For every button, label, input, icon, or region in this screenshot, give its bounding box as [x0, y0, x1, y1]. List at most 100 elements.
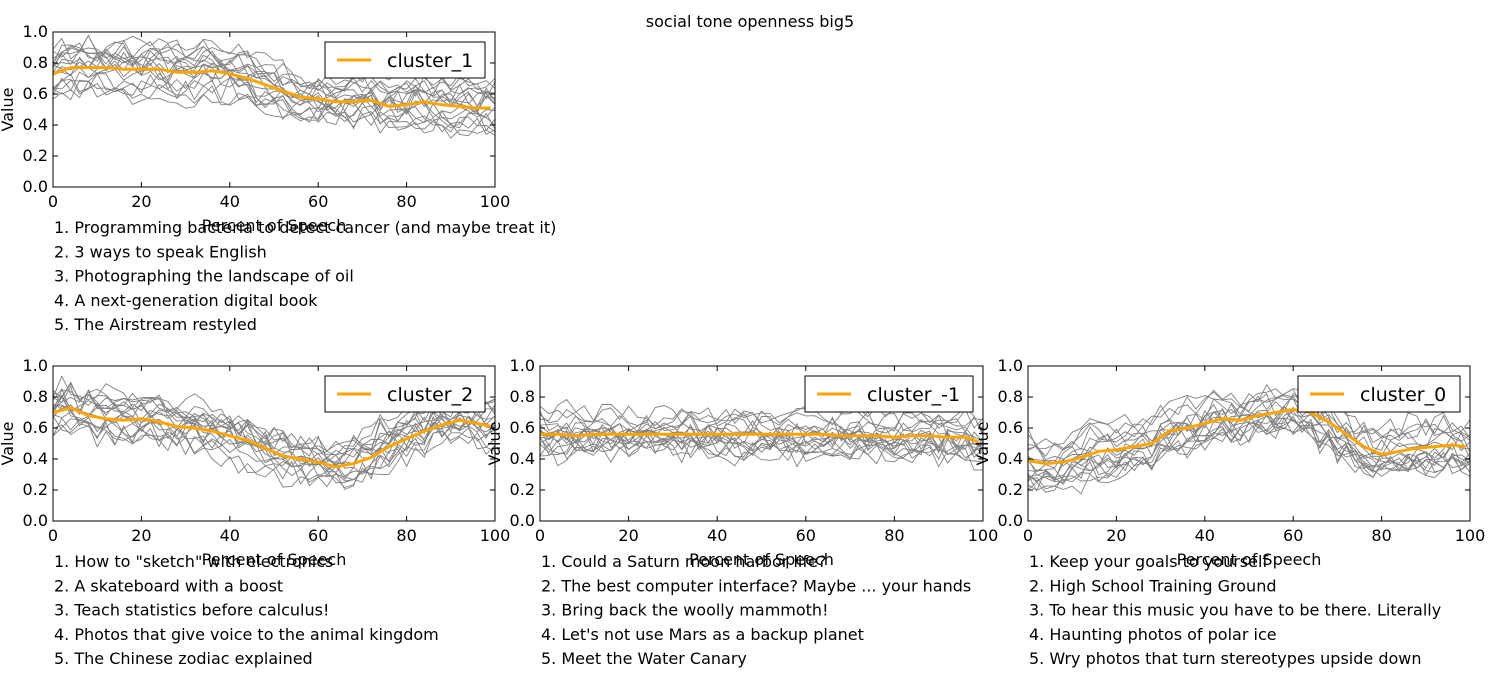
y-tick-label: 0.6: [998, 418, 1023, 437]
panel-cluster_1: 0 20 40 60 80 100 0.0 0.2 0.4 0.6 0.8 1.0 Percent of…: [0, 22, 556, 334]
x-tick-label: 20: [131, 526, 151, 545]
talk-list-item: 3. Teach statistics before calculus!: [54, 601, 329, 620]
talk-list-item: 2. A skateboard with a boost: [54, 576, 283, 595]
plot-frame: [52, 31, 496, 188]
legend: cluster_2: [324, 375, 486, 413]
y-tick-label: 0.0: [23, 177, 48, 196]
x-tick-label: 80: [396, 526, 416, 545]
x-tick-label: 60: [1283, 526, 1303, 545]
talk-line: [53, 394, 495, 466]
talk-list-item: 5. The Airstream restyled: [54, 315, 257, 334]
x-axis-label: Percent of Speech: [202, 550, 347, 569]
talk-line: [1028, 393, 1470, 467]
talk-list-item: 4. A next-generation digital book: [54, 291, 318, 310]
y-tick-label: 0.0: [23, 511, 48, 530]
x-tick-label: 40: [707, 526, 727, 545]
talk-line: [53, 405, 495, 477]
talk-list: 1. Keep your goals to yourself 2. High Sc…: [1029, 552, 1441, 668]
x-tick-label: 60: [308, 192, 328, 211]
talk-line: [1028, 417, 1470, 483]
talk-line: [540, 438, 983, 471]
talk-line: [540, 405, 983, 437]
y-tick-label: 0.6: [23, 84, 48, 103]
y-tick-label: 1.0: [510, 356, 535, 375]
talk-line: [53, 34, 495, 97]
series-line-cluster_1: [53, 66, 491, 110]
talk-list-item: 2. High School Training Ground: [1029, 576, 1276, 595]
talk-list-item: 4. Photos that give voice to the animal …: [54, 625, 439, 644]
talk-line: [53, 388, 495, 467]
talk-list: 1. Could a Saturn moon harbor life? 2. Th…: [541, 552, 971, 668]
y-tick-label: 0.6: [23, 418, 48, 437]
x-tick-label: 20: [131, 192, 151, 211]
talk-list: 1. How to "sketch" with electronics 2. A …: [54, 552, 439, 668]
talk-line: [53, 73, 495, 137]
y-tick-label: 0.0: [510, 511, 535, 530]
y-tick-label: 0.2: [23, 146, 48, 165]
talk-list: 1. Programming bacteria to detect cancer…: [54, 218, 556, 334]
legend-label: cluster_2: [387, 384, 473, 406]
talk-line: [1028, 383, 1470, 457]
talk-line: [53, 49, 495, 106]
legend: cluster_-1: [804, 375, 974, 413]
talk-lines: [53, 34, 495, 139]
panel-cluster_2: 0 20 40 60 80 100 0.0 0.2 0.4 0.6 0.8 1.0 Percent of…: [0, 356, 510, 668]
x-axis-label: Percent of Speech: [689, 550, 834, 569]
y-axis-label: Value: [973, 422, 992, 466]
y-tick-label: 0.8: [23, 387, 48, 406]
talk-line: [53, 42, 495, 100]
talk-line: [53, 80, 495, 136]
y-axis-label: Value: [0, 422, 17, 466]
panel-cluster_-1: 0 20 40 60 80 100 0.0 0.2 0.4 0.6 0.8 1.0 Percent of…: [485, 356, 998, 668]
plot-frame: [52, 365, 496, 522]
x-tick-label: 60: [308, 526, 328, 545]
x-axis-label: Percent of Speech: [202, 216, 347, 235]
y-tick-label: 0.8: [998, 387, 1023, 406]
y-tick-label: 0.8: [23, 53, 48, 72]
x-tick-label: 0: [48, 192, 58, 211]
x-tick-label: 80: [396, 192, 416, 211]
legend: cluster_1: [324, 41, 486, 79]
talk-line: [53, 385, 495, 452]
y-tick-label: 0.4: [23, 115, 48, 134]
y-tick-label: 0.2: [23, 480, 48, 499]
y-tick-label: 0.4: [23, 449, 48, 468]
talk-list-item: 3. To hear this music you have to be the…: [1029, 601, 1441, 620]
talk-list-item: 1. Keep your goals to yourself: [1029, 552, 1268, 571]
x-tick-label: 20: [1106, 526, 1126, 545]
talk-list-item: 1. Programming bacteria to detect cancer…: [54, 218, 556, 237]
talk-line: [540, 407, 983, 442]
talk-list-item: 4. Haunting photos of polar ice: [1029, 625, 1277, 644]
talk-line: [53, 417, 495, 489]
talk-line: [540, 431, 983, 464]
talk-list-item: 4. Let's not use Mars as a backup planet: [541, 625, 864, 644]
y-axis-label: Value: [0, 88, 17, 132]
x-tick-label: 40: [1195, 526, 1215, 545]
talk-line: [1028, 415, 1470, 495]
talk-list-item: 1. How to "sketch" with electronics: [54, 552, 333, 571]
y-tick-label: 1.0: [23, 356, 48, 375]
y-tick-label: 0.8: [510, 387, 535, 406]
series-line-cluster_-1: [540, 432, 980, 444]
talk-line: [53, 394, 495, 487]
y-tick-label: 1.0: [998, 356, 1023, 375]
x-tick-label: 100: [480, 526, 511, 545]
x-tick-label: 80: [884, 526, 904, 545]
talk-lines: [540, 398, 983, 471]
talk-list-item: 3. Bring back the woolly mammoth!: [541, 601, 828, 620]
x-tick-label: 100: [968, 526, 999, 545]
talk-line: [540, 428, 983, 461]
talk-line: [53, 79, 495, 139]
y-tick-label: 0.0: [998, 511, 1023, 530]
legend: cluster_0: [1297, 375, 1461, 413]
series-line-cluster_2: [53, 406, 491, 469]
talk-line: [540, 430, 983, 463]
talk-line: [53, 411, 495, 490]
x-tick-label: 60: [796, 526, 816, 545]
x-tick-label: 100: [1455, 526, 1486, 545]
y-tick-label: 1.0: [23, 22, 48, 41]
x-axis-label: Percent of Speech: [1177, 550, 1322, 569]
x-tick-label: 80: [1371, 526, 1391, 545]
x-tick-label: 40: [220, 526, 240, 545]
